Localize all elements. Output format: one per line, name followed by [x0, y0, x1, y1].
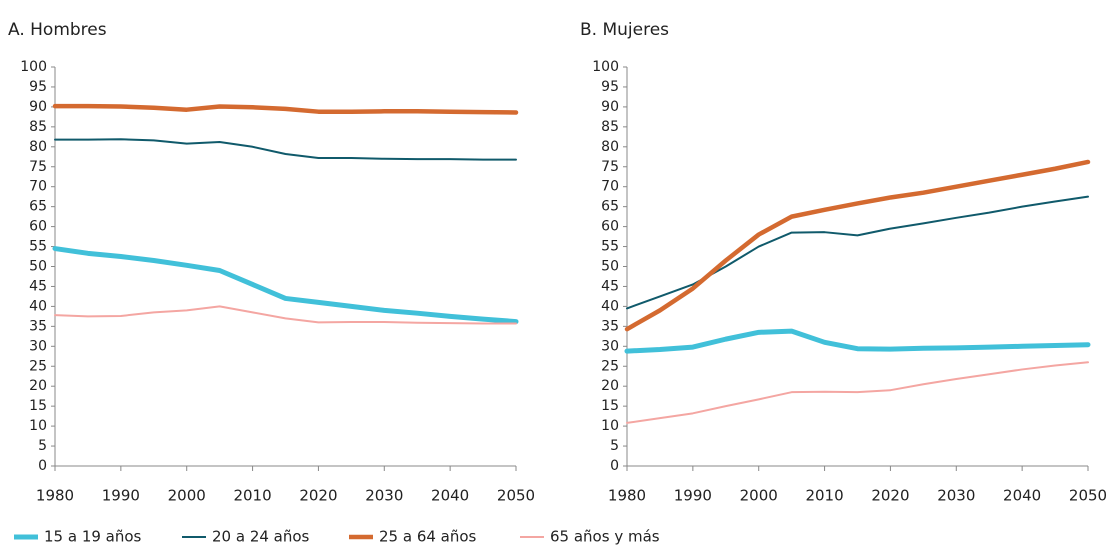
line-series [624, 159, 1091, 332]
y-tick-label: 70 [601, 179, 619, 195]
y-tick-label: 0 [38, 458, 47, 474]
y-tick-label: 75 [29, 159, 47, 175]
y-tick-label: 25 [601, 358, 619, 374]
y-tick-label: 10 [601, 418, 619, 434]
x-tick-label: 2000 [740, 487, 778, 505]
legend-label: 20 a 24 años [212, 528, 310, 546]
y-tick-label: 25 [29, 358, 47, 374]
y-tick-label: 95 [29, 79, 47, 95]
line-series [626, 361, 1089, 424]
y-tick-label: 100 [592, 59, 619, 75]
y-tick-label: 20 [601, 378, 619, 394]
x-tick-label: 2020 [871, 487, 909, 505]
y-tick-label: 40 [29, 298, 47, 314]
y-tick-label: 100 [20, 59, 47, 75]
y-tick-label: 45 [601, 278, 619, 294]
x-tick-label: 2000 [168, 487, 206, 505]
y-tick-label: 55 [29, 239, 47, 255]
x-tick-label: 1990 [102, 487, 140, 505]
x-tick-label: 2050 [1069, 487, 1107, 505]
x-tick-label: 2040 [431, 487, 469, 505]
x-tick-label: 2040 [1003, 487, 1041, 505]
y-tick-label: 15 [29, 398, 47, 414]
line-series [626, 195, 1089, 310]
y-tick-label: 20 [29, 378, 47, 394]
y-tick-label: 10 [29, 418, 47, 434]
y-tick-label: 55 [601, 239, 619, 255]
y-tick-label: 30 [601, 338, 619, 354]
y-tick-label: 90 [29, 99, 47, 115]
y-tick-label: 80 [601, 139, 619, 155]
y-tick-label: 85 [29, 119, 47, 135]
y-tick-label: 65 [29, 199, 47, 215]
legend-label: 25 a 64 años [379, 528, 477, 546]
y-tick-label: 50 [601, 259, 619, 275]
y-tick-label: 30 [29, 338, 47, 354]
y-tick-label: 45 [29, 278, 47, 294]
legend-label: 65 años y más [550, 528, 660, 546]
x-tick-label: 2020 [299, 487, 337, 505]
line-series [624, 328, 1091, 354]
y-tick-label: 35 [601, 318, 619, 334]
y-tick-label: 75 [601, 159, 619, 175]
x-tick-label: 2010 [233, 487, 271, 505]
y-tick-label: 60 [29, 219, 47, 235]
y-tick-label: 0 [610, 458, 619, 474]
line-series [54, 305, 517, 325]
x-tick-label: 2050 [497, 487, 535, 505]
y-tick-label: 60 [601, 219, 619, 235]
y-tick-label: 65 [601, 199, 619, 215]
y-tick-label: 35 [29, 318, 47, 334]
y-tick-label: 15 [601, 398, 619, 414]
legend-label: 15 a 19 años [44, 528, 142, 546]
chart-title: B. Mujeres [580, 20, 669, 40]
y-tick-label: 50 [29, 259, 47, 275]
y-tick-label: 40 [601, 298, 619, 314]
x-tick-label: 1980 [36, 487, 74, 505]
x-tick-label: 1980 [608, 487, 646, 505]
line-series [52, 103, 519, 115]
y-tick-label: 70 [29, 179, 47, 195]
line-series [54, 138, 517, 161]
x-tick-label: 1990 [674, 487, 712, 505]
y-tick-label: 80 [29, 139, 47, 155]
y-tick-label: 95 [601, 79, 619, 95]
x-tick-label: 2030 [937, 487, 975, 505]
x-tick-label: 2030 [365, 487, 403, 505]
y-tick-label: 85 [601, 119, 619, 135]
y-tick-label: 5 [610, 438, 619, 454]
line-series [52, 246, 519, 325]
chart-title: A. Hombres [8, 20, 107, 40]
y-tick-label: 5 [38, 438, 47, 454]
y-tick-label: 90 [601, 99, 619, 115]
x-tick-label: 2010 [805, 487, 843, 505]
